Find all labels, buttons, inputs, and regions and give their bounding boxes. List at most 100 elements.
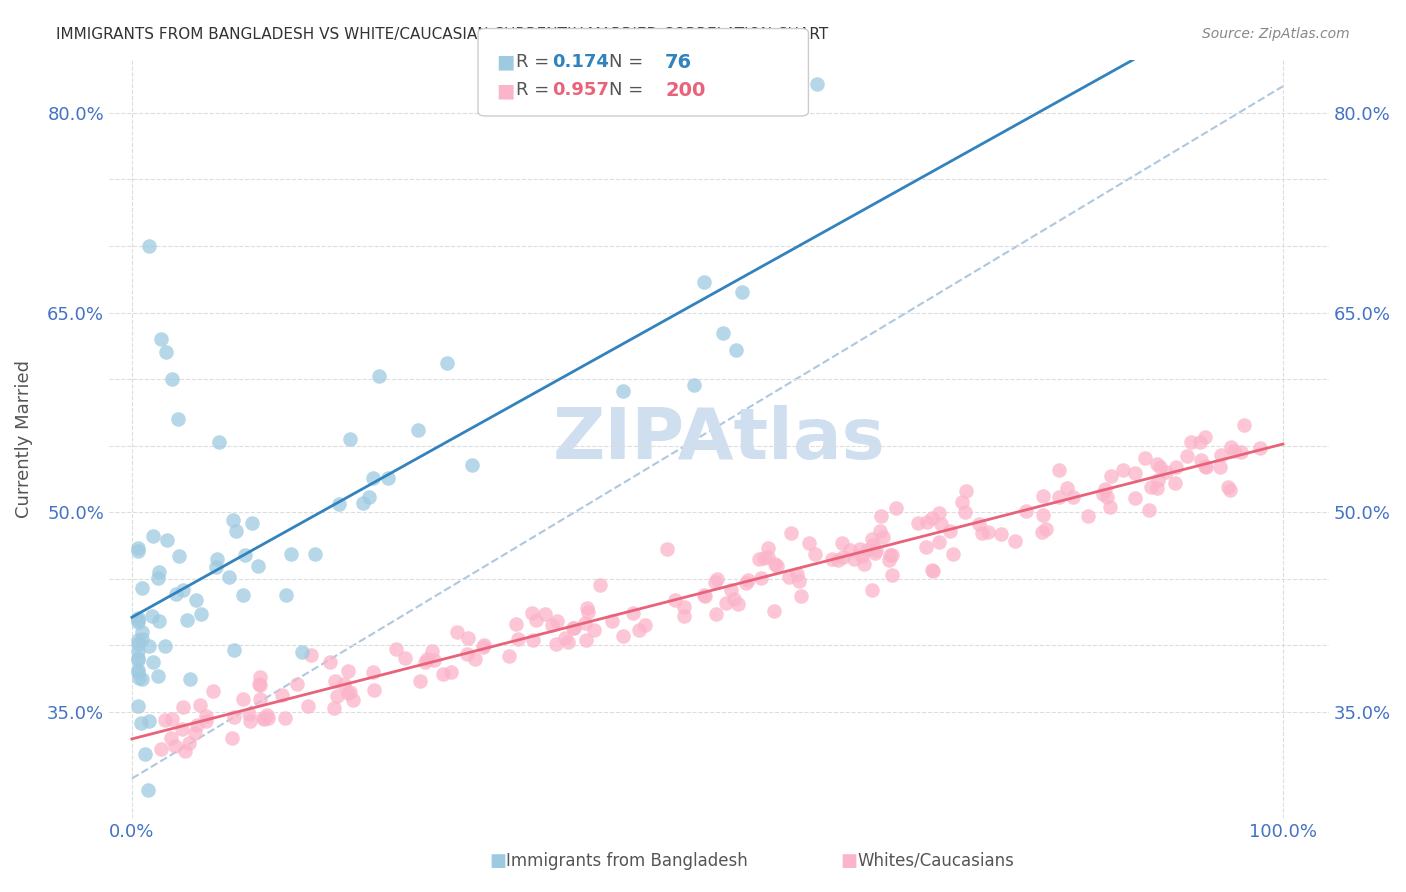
Point [714,596,737,610]
Point [1092,487,1115,501]
Point [205,559,228,574]
Point [273,711,295,725]
Point [149,332,172,346]
Point [703,574,725,589]
Point [780,526,803,541]
Point [456,647,478,661]
Point [522,633,544,648]
Point [731,285,754,300]
Point [323,701,346,715]
Point [256,708,278,723]
Point [634,617,657,632]
Point [869,509,891,524]
Point [339,432,361,446]
Point [970,525,993,540]
Point [195,714,218,728]
Point [167,412,190,426]
Point [1035,522,1057,536]
Point [693,590,716,604]
Point [724,343,747,357]
Point [869,524,891,539]
Point [1015,504,1038,518]
Point [939,524,962,538]
Point [621,606,644,620]
Point [464,652,486,666]
Point [170,722,193,736]
Point [363,683,385,698]
Point [207,434,229,449]
Point [127,699,149,714]
Point [546,637,568,651]
Point [574,616,596,631]
Point [827,553,849,567]
Point [879,548,901,562]
Point [352,496,374,510]
Point [377,471,399,485]
Point [862,538,884,552]
Point [225,524,247,538]
Point [127,613,149,627]
Point [270,688,292,702]
Point [138,639,160,653]
Point [472,638,495,652]
Point [855,543,877,558]
Point [1180,435,1202,450]
Point [582,623,605,637]
Point [440,665,463,679]
Point [127,632,149,647]
Point [839,543,862,558]
Point [339,684,361,698]
Point [457,631,479,645]
Point [249,692,271,706]
Point [877,553,900,567]
Point [711,326,734,341]
Point [127,611,149,625]
Point [333,677,356,691]
Point [179,672,201,686]
Point [141,608,163,623]
Point [127,652,149,666]
Point [1123,466,1146,480]
Point [149,741,172,756]
Point [524,613,547,627]
Point [304,547,326,561]
Point [562,621,585,635]
Point [1047,490,1070,504]
Text: ZIPAtlas: ZIPAtlas [553,405,886,474]
Point [1094,482,1116,496]
Point [576,606,599,620]
Point [221,731,243,745]
Point [1099,469,1122,483]
Point [865,546,887,560]
Point [884,501,907,516]
Text: Source: ZipAtlas.com: Source: ZipAtlas.com [1202,27,1350,41]
Point [803,547,825,561]
Point [1097,491,1119,505]
Point [357,490,380,504]
Point [853,558,876,572]
Point [1216,480,1239,494]
Point [915,540,938,554]
Point [1077,508,1099,523]
Point [253,712,276,726]
Point [762,604,785,618]
Point [186,592,208,607]
Point [131,581,153,595]
Point [1249,442,1271,456]
Point [508,632,530,646]
Point [789,589,811,603]
Point [664,593,686,607]
Point [148,565,170,579]
Point [128,671,150,685]
Text: ■: ■ [841,852,858,870]
Point [921,511,943,525]
Point [921,563,943,577]
Point [252,711,274,725]
Point [1149,460,1171,475]
Point [990,526,1012,541]
Point [907,516,929,531]
Point [706,572,728,586]
Text: ■: ■ [489,852,506,870]
Point [737,573,759,587]
Point [851,549,873,564]
